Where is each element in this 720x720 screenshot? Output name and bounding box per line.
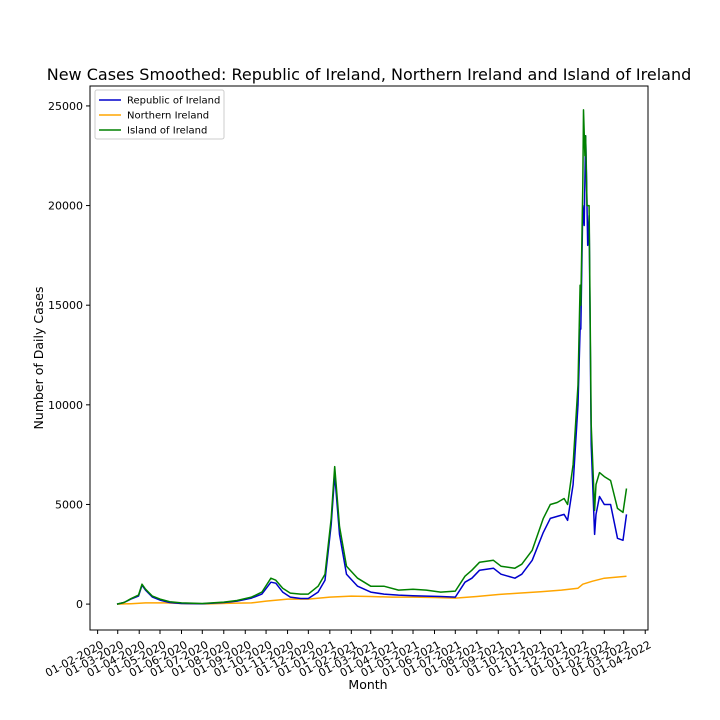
series-line-2: [116, 109, 628, 605]
plot-area: [116, 109, 628, 605]
series-line-1: [116, 575, 627, 605]
series-line-0: [116, 135, 628, 605]
legend: Republic of Ireland Northern Ireland Islan…: [94, 89, 225, 140]
x-axis: 01-02-202001-03-202001-04-202001-05-2020…: [43, 630, 653, 680]
y-tick-label: 0: [76, 598, 83, 611]
y-tick-label: 20000: [48, 200, 83, 213]
y-tick-label: 10000: [48, 399, 83, 412]
legend-label: Northern Ireland: [127, 111, 209, 122]
legend-box: [94, 89, 225, 140]
y-axis: 0 5000 10000 15000 20000 25000: [48, 100, 90, 611]
legend-label: Island of Ireland: [127, 126, 207, 137]
plot-frame: [89, 85, 649, 631]
x-axis-label: Month: [348, 677, 387, 692]
y-tick-label: 15000: [48, 299, 83, 312]
legend-label: Republic of Ireland: [127, 96, 220, 107]
y-axis-label: Number of Daily Cases: [31, 287, 46, 430]
y-tick-label: 25000: [48, 100, 83, 113]
chart-title: New Cases Smoothed: Republic of Ireland,…: [47, 65, 692, 84]
y-tick-label: 5000: [55, 498, 83, 511]
